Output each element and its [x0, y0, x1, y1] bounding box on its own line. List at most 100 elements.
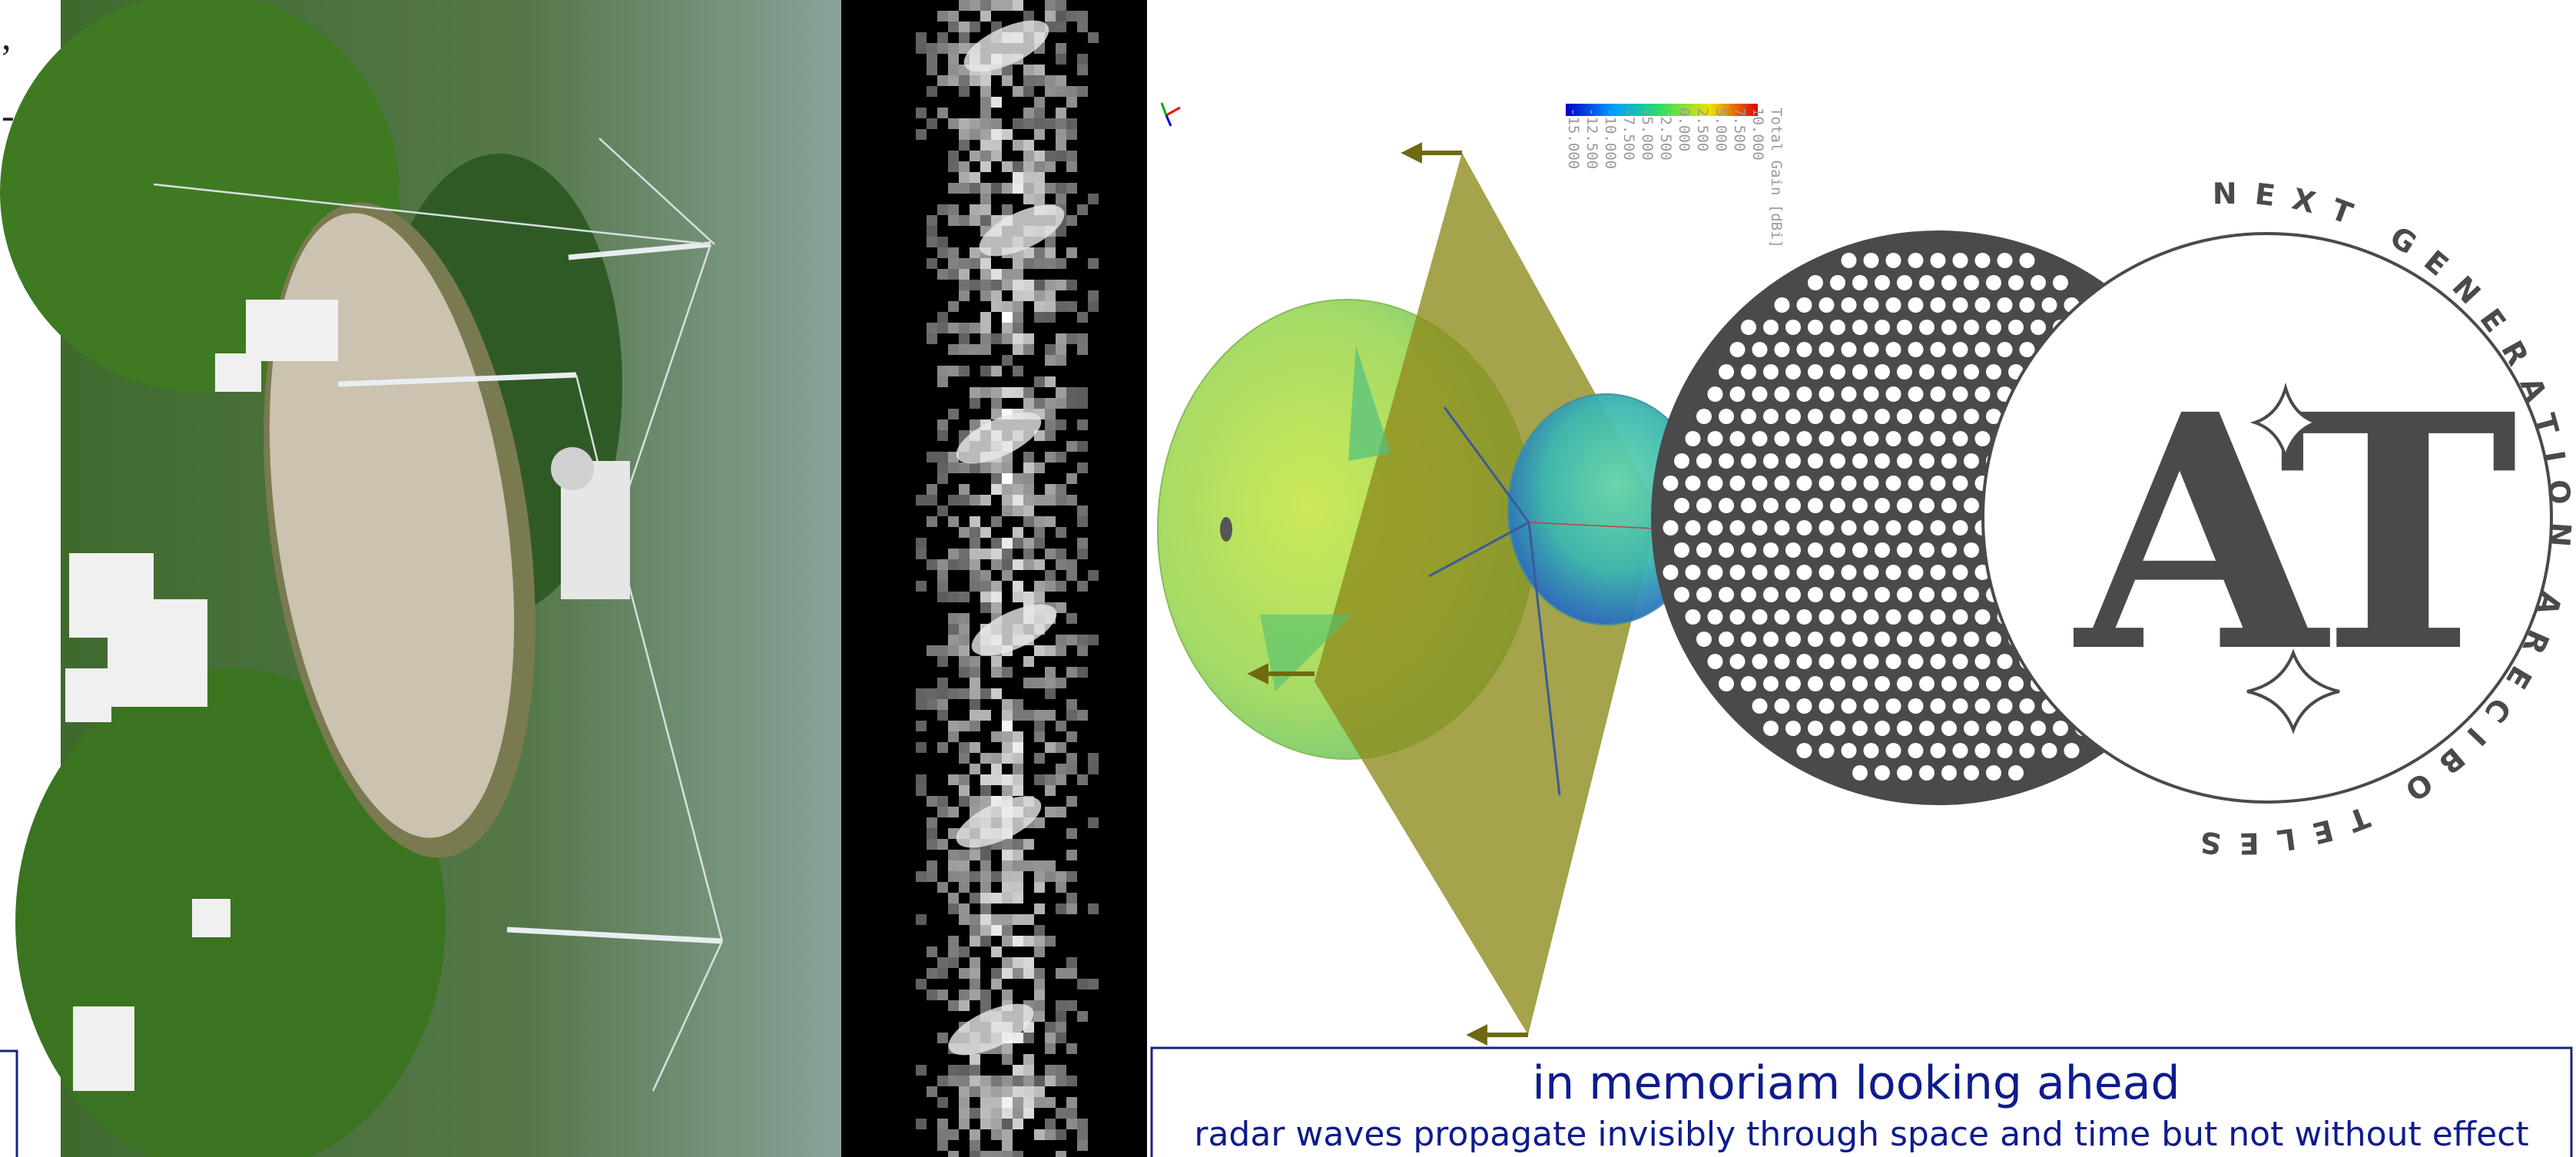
dot	[2031, 275, 2046, 290]
speckle	[1023, 118, 1034, 129]
speckle	[991, 473, 1002, 484]
dot	[1752, 654, 1768, 669]
dot	[1941, 364, 1957, 380]
speckle	[948, 1151, 959, 1157]
speckle	[1066, 957, 1077, 968]
dot	[1830, 498, 1845, 513]
speckle	[927, 839, 937, 850]
dot	[1919, 721, 1934, 736]
speckle	[1045, 430, 1056, 441]
speckle	[970, 925, 980, 936]
dot	[1964, 632, 1979, 647]
speckle	[1034, 1129, 1045, 1140]
speckle	[959, 635, 970, 645]
speckle	[1034, 645, 1045, 656]
dot	[1818, 743, 1835, 758]
speckle	[1056, 559, 1066, 570]
speckle	[1066, 11, 1077, 22]
dot	[1696, 542, 1712, 558]
speckle	[1034, 774, 1045, 785]
speckle	[927, 215, 937, 226]
speckle	[1023, 957, 1034, 968]
speckle	[948, 344, 959, 355]
speckle	[980, 796, 991, 807]
dot	[1974, 609, 1991, 625]
dot	[1863, 609, 1879, 625]
speckle	[1034, 753, 1045, 764]
speckle	[1034, 592, 1045, 602]
speckle	[927, 990, 937, 1000]
speckle	[1023, 1108, 1034, 1119]
speckle	[1023, 462, 1034, 473]
speckle	[991, 409, 1002, 419]
speckle	[970, 678, 980, 688]
speckle	[959, 850, 970, 860]
speckle	[970, 387, 980, 398]
dot	[1763, 587, 1779, 602]
speckle	[970, 527, 980, 538]
dot	[1741, 364, 1756, 380]
dot	[1774, 654, 1790, 669]
speckle	[1002, 1076, 1013, 1086]
speckle	[980, 290, 991, 301]
speckle	[1056, 1065, 1066, 1076]
speckle	[1034, 860, 1045, 871]
dot	[1729, 520, 1746, 535]
dot	[1808, 632, 1823, 647]
speckle	[948, 247, 959, 258]
speckle	[948, 183, 959, 194]
speckle	[1066, 903, 1077, 914]
speckle	[948, 946, 959, 957]
speckle	[991, 1119, 1002, 1129]
speckle	[980, 774, 991, 785]
speckle	[1056, 495, 1066, 506]
speckle	[948, 613, 959, 624]
speckle	[970, 462, 980, 473]
speckle	[980, 204, 991, 215]
dot	[1875, 275, 1890, 290]
speckle	[980, 151, 991, 161]
speckle	[970, 344, 980, 355]
speckle	[1034, 1011, 1045, 1022]
speckle	[959, 860, 970, 871]
speckle	[1066, 850, 1077, 860]
speckle	[991, 484, 1002, 495]
dot	[1974, 253, 1991, 268]
speckle	[1045, 86, 1056, 97]
dot	[1741, 542, 1756, 558]
dot	[1930, 520, 1946, 535]
speckle	[937, 269, 948, 280]
speckle	[1088, 258, 1099, 269]
dot	[1841, 253, 1857, 268]
speckle	[1002, 462, 1013, 473]
speckle	[1034, 721, 1045, 731]
speckle	[980, 602, 991, 613]
colorbar-label: -12.500	[1583, 108, 1600, 169]
speckle	[1002, 301, 1013, 312]
dot	[2019, 698, 2035, 714]
speckle	[1013, 968, 1023, 979]
speckle	[959, 549, 970, 559]
dot	[1997, 297, 2013, 313]
dot	[1763, 409, 1779, 424]
speckle	[1023, 1097, 1034, 1108]
speckle	[980, 581, 991, 592]
speckle	[1002, 1108, 1013, 1119]
speckle	[980, 936, 991, 946]
speckle	[991, 764, 1002, 774]
dot	[1897, 765, 1912, 781]
dot	[1719, 409, 1734, 424]
speckle	[1023, 968, 1034, 979]
speckle	[1023, 161, 1034, 172]
dot	[1863, 698, 1879, 714]
dot	[1974, 342, 1991, 357]
dot	[1964, 765, 1979, 781]
speckle	[1066, 441, 1077, 452]
dot	[1885, 342, 1901, 357]
dot	[1852, 498, 1868, 513]
speckle	[1077, 516, 1088, 527]
speckle	[1056, 86, 1066, 97]
dot	[1930, 565, 1946, 580]
